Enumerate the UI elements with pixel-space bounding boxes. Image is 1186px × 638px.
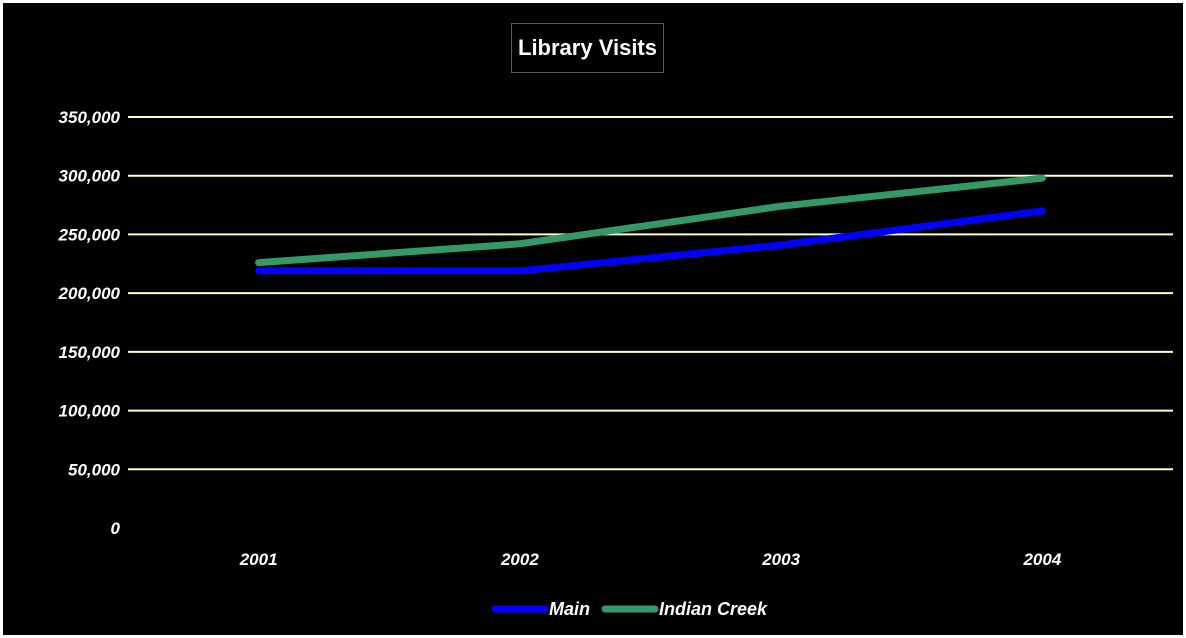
line-chart: 0 50,000 100,000 150,000 200,000 250,000 300,0… [58,108,1173,619]
y-tick-label: 250,000 [58,225,121,244]
x-axis-tick-labels: 2001 2002 2003 2004 [239,550,1062,569]
data-point-indian-creek [255,259,262,266]
y-tick-label: 100,000 [59,402,121,421]
series-line-indian-creek [255,174,1046,267]
legend-label-indian-creek: Indian Creek [659,599,768,619]
data-point-indian-creek [516,240,523,247]
data-point-main [516,267,523,274]
series-line-main [255,207,1046,275]
y-tick-label: 300,000 [59,167,121,186]
data-point-indian-creek [778,203,785,210]
y-axis-tick-labels: 0 50,000 100,000 150,000 200,000 250,000 300,0… [58,108,121,538]
data-point-main [778,241,785,248]
y-tick-label: 150,000 [59,343,121,362]
x-tick-label: 2002 [500,550,539,569]
y-tick-label: 350,000 [59,108,121,127]
x-tick-label: 2004 [1022,550,1061,569]
gridlines [128,116,1173,471]
data-point-main [1039,207,1046,214]
series-lines [255,174,1046,275]
y-tick-label: 200,000 [58,284,121,303]
legend-label-main: Main [549,599,590,619]
x-tick-label: 2001 [239,550,278,569]
data-point-indian-creek [1039,175,1046,182]
data-point-main [255,267,262,274]
y-tick-label: 50,000 [68,460,121,479]
x-tick-label: 2003 [761,550,800,569]
chart-frame: Library Visits 0 50,000 100,000 150,000 200,… [3,3,1183,635]
chart-title: Library Visits [511,23,664,73]
y-tick-label: 0 [111,519,121,538]
legend: Main Indian Creek [491,599,768,619]
